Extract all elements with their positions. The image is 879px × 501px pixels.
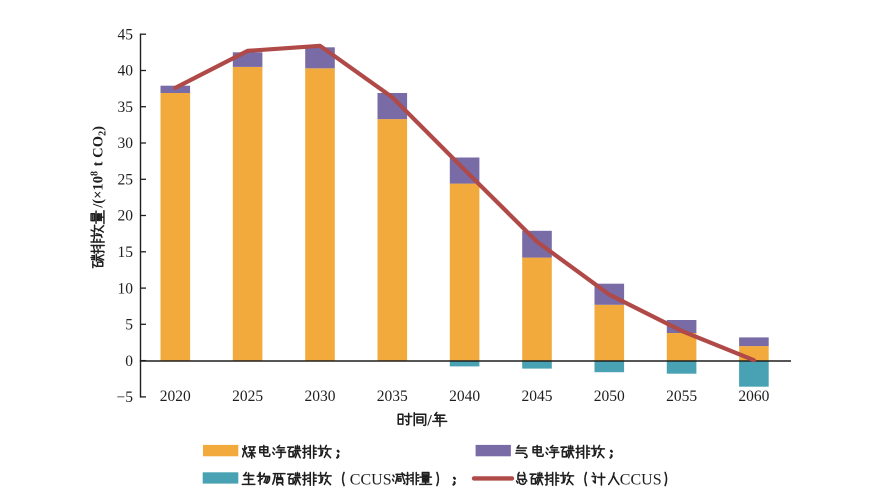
- svg-text:20: 20: [118, 208, 134, 225]
- svg-text:45: 45: [118, 26, 134, 43]
- svg-text:CCUS: CCUS: [620, 471, 662, 488]
- svg-text:2055: 2055: [666, 388, 697, 405]
- svg-text:2045: 2045: [522, 388, 553, 405]
- svg-text:15: 15: [118, 244, 134, 261]
- svg-text:−5: −5: [117, 389, 134, 406]
- svg-text:2060: 2060: [738, 388, 769, 405]
- svg-text:2020: 2020: [160, 388, 191, 405]
- svg-text:30: 30: [118, 135, 134, 152]
- svg-text:2025: 2025: [232, 388, 263, 405]
- svg-text:2030: 2030: [305, 388, 336, 405]
- svg-text:0: 0: [125, 353, 133, 370]
- svg-text:35: 35: [118, 99, 134, 116]
- svg-text:40: 40: [118, 63, 134, 80]
- svg-text:2050: 2050: [594, 388, 625, 405]
- svg-text:25: 25: [118, 172, 134, 189]
- svg-text:/: /: [426, 412, 432, 429]
- svg-text:2040: 2040: [449, 388, 480, 405]
- svg-text:10: 10: [118, 280, 134, 297]
- svg-text:2035: 2035: [377, 388, 408, 405]
- svg-text:/(×108 t CO2): /(×108 t CO2): [90, 126, 109, 209]
- svg-text:CCUS: CCUS: [350, 471, 392, 488]
- svg-text:5: 5: [125, 317, 133, 334]
